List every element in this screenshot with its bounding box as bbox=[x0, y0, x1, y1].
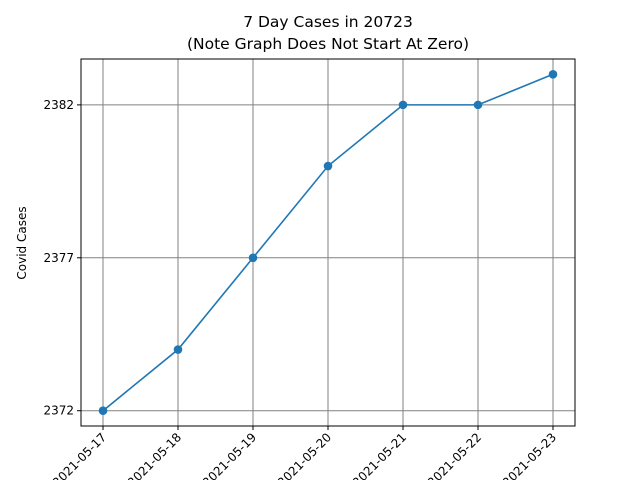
y-tick-label: 2372 bbox=[43, 404, 74, 418]
x-tick-label: 2021-05-19 bbox=[200, 430, 259, 480]
x-tick-label: 2021-05-21 bbox=[350, 430, 409, 480]
x-tick-label: 2021-05-20 bbox=[275, 430, 334, 480]
x-tick-label: 2021-05-22 bbox=[425, 430, 484, 480]
data-point bbox=[398, 100, 408, 110]
data-point bbox=[548, 69, 558, 79]
y-axis-label: Covid Cases bbox=[15, 206, 29, 279]
data-point bbox=[473, 100, 483, 110]
tick-layer: 2021-05-17 2021-05-18 2021-05-19 2021-05-20… bbox=[43, 98, 559, 480]
y-tick-label: 2382 bbox=[43, 98, 74, 112]
chart-title: 7 Day Cases in 20723 bbox=[243, 13, 413, 31]
x-tick-label: 2021-05-23 bbox=[500, 430, 559, 480]
data-point bbox=[248, 253, 258, 263]
x-tick-label: 2021-05-18 bbox=[125, 430, 184, 480]
data-point bbox=[323, 161, 333, 171]
grid-lines bbox=[81, 59, 575, 426]
series-layer bbox=[98, 69, 558, 416]
data-point bbox=[98, 406, 108, 416]
chart-subtitle: (Note Graph Does Not Start At Zero) bbox=[187, 35, 469, 53]
data-point bbox=[173, 345, 183, 354]
x-tick-label: 2021-05-17 bbox=[50, 430, 109, 480]
y-tick-label: 2377 bbox=[43, 251, 74, 265]
